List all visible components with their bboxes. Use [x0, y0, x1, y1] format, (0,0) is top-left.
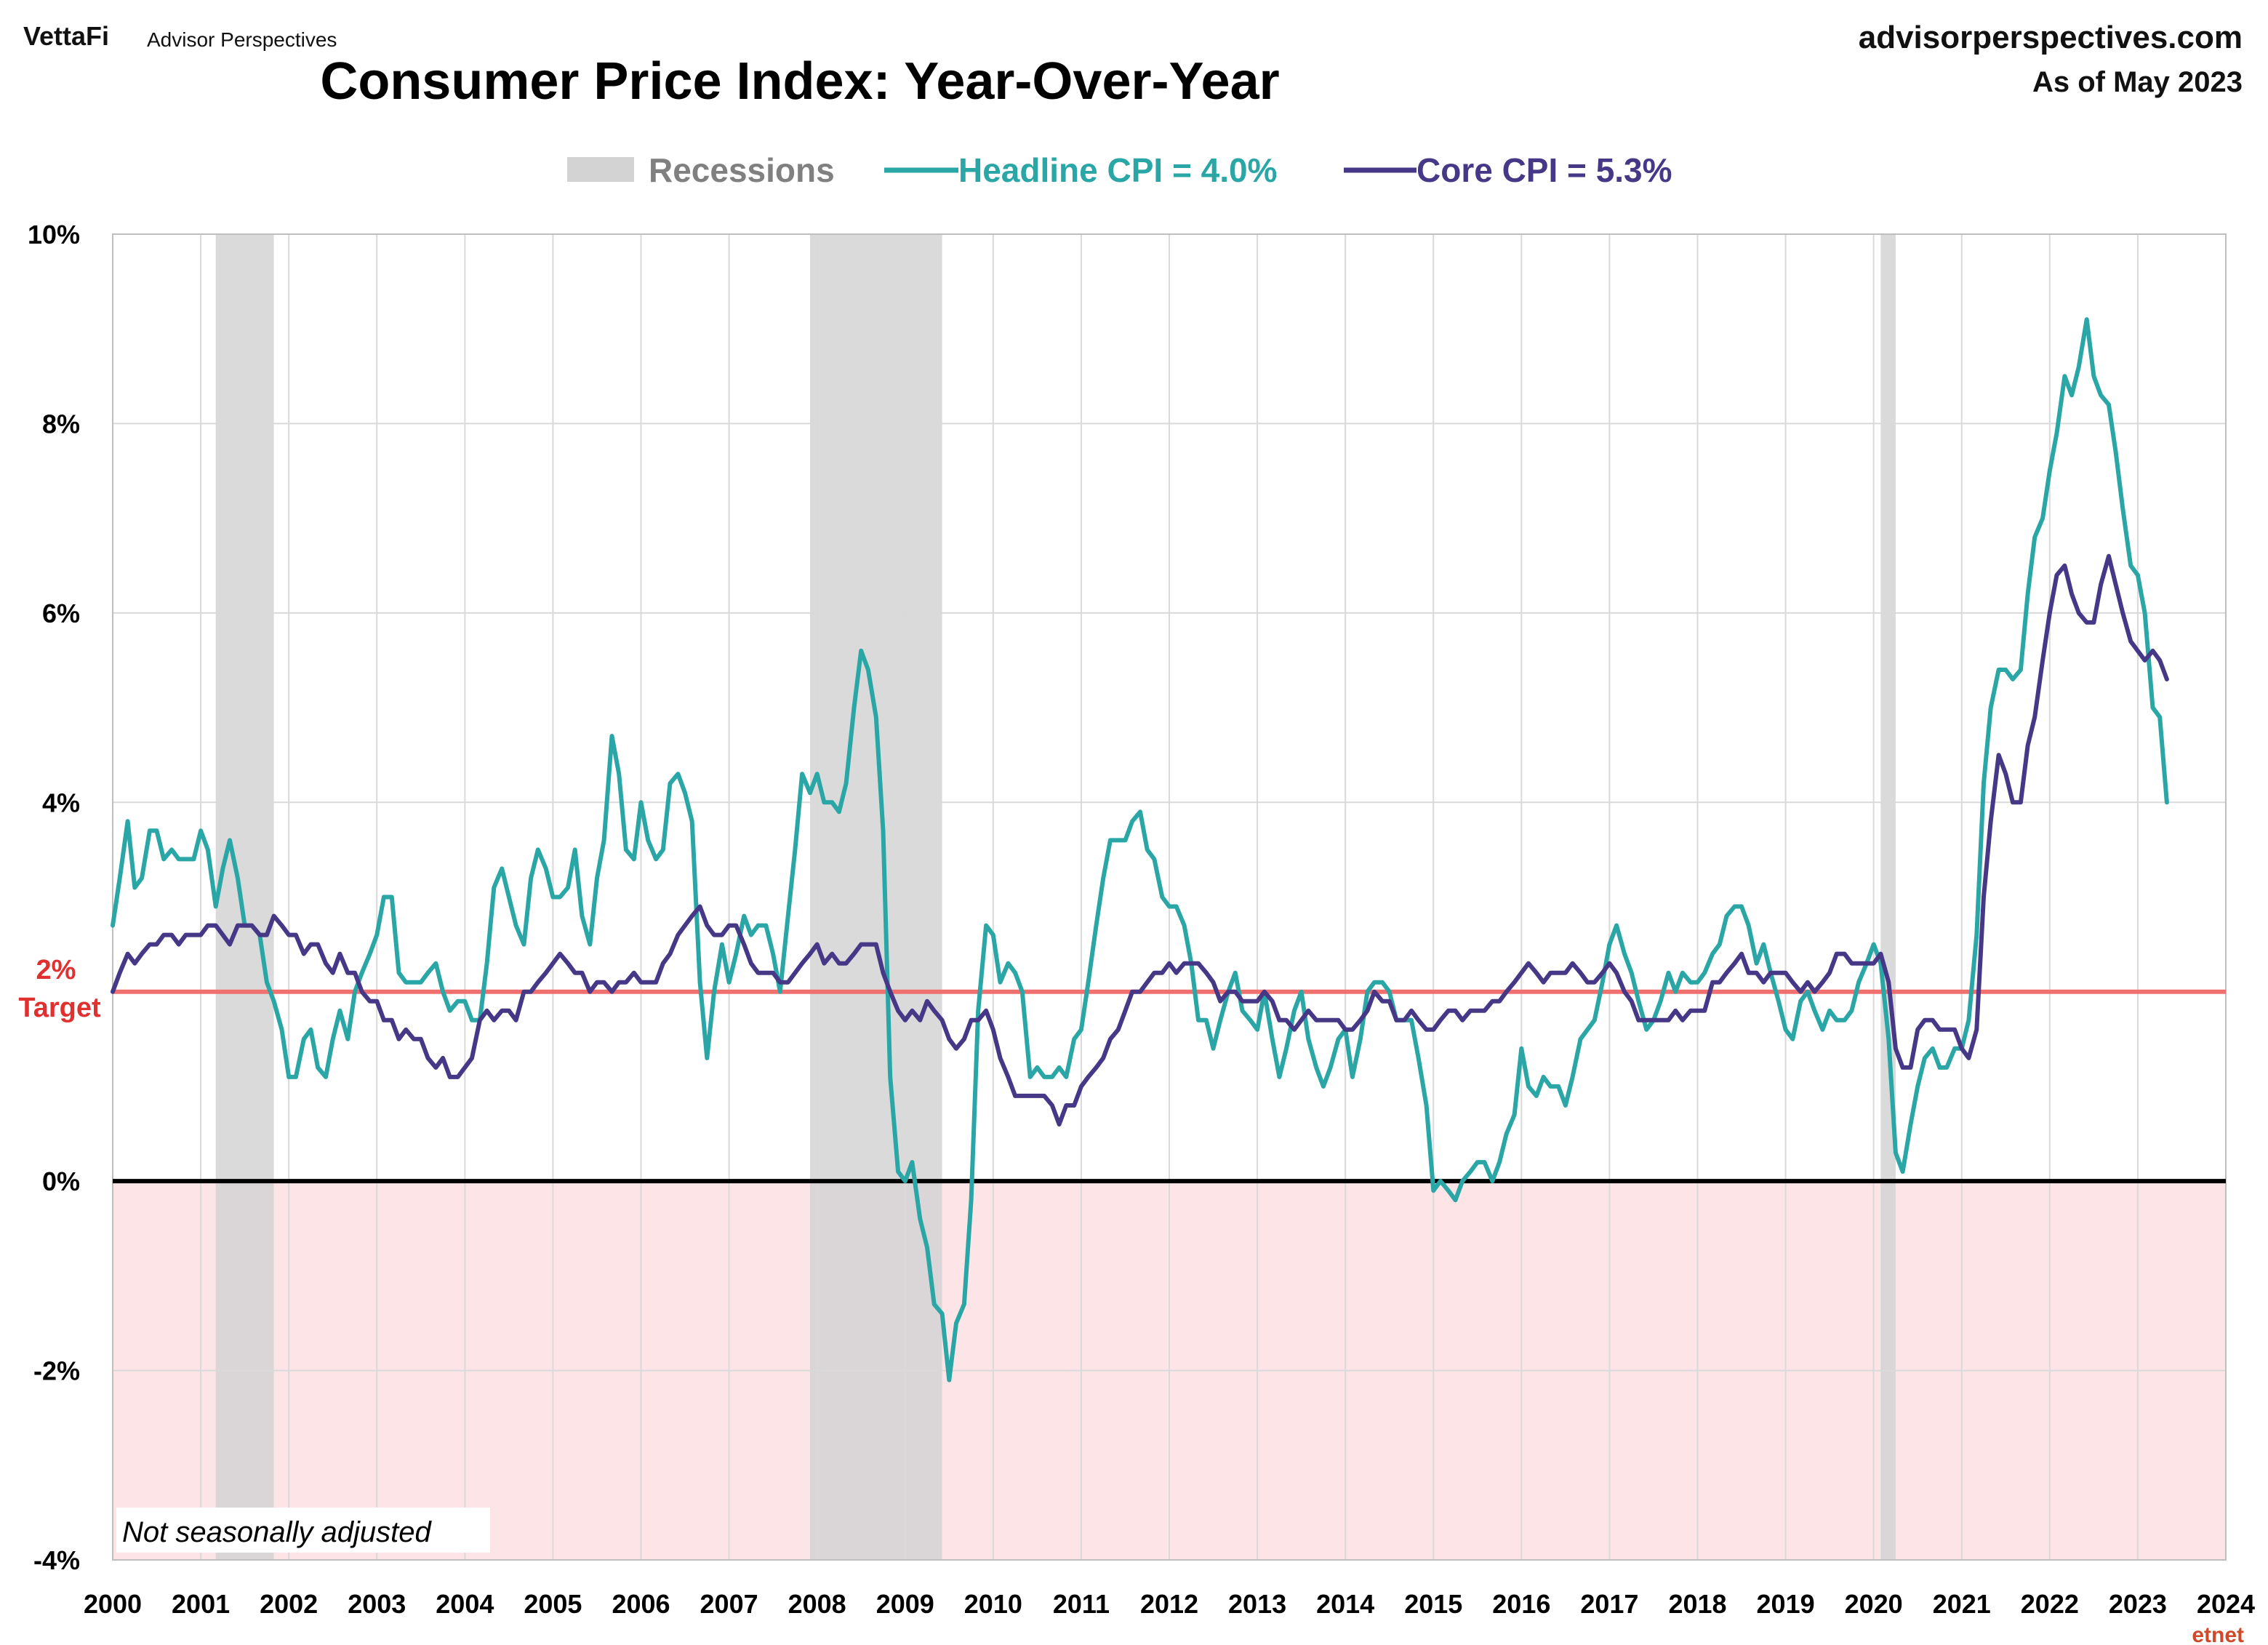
x-tick-label: 2016 [1492, 1589, 1550, 1619]
x-tick-label: 2023 [2109, 1589, 2167, 1619]
x-tick-label: 2018 [1668, 1589, 1726, 1619]
x-tick-label: 2014 [1316, 1589, 1374, 1619]
x-tick-label: 2012 [1140, 1589, 1198, 1619]
x-tick-label: 2015 [1404, 1589, 1462, 1619]
reference-lines [113, 989, 2226, 1184]
y-tick-label: 4% [42, 788, 80, 817]
x-tick-label: 2004 [436, 1589, 494, 1619]
x-tick-label: 2022 [2021, 1589, 2079, 1619]
plot-frame [112, 233, 2227, 1561]
y-tick-label: 6% [42, 599, 80, 628]
series-lines [111, 317, 2169, 1382]
as-of-date: As of May 2023 [2032, 66, 2243, 98]
series-line-headline [111, 317, 2169, 1382]
recession-band-3 [1880, 234, 1896, 1560]
x-tick-label: 2011 [1053, 1589, 1110, 1619]
brand-subtitle: Advisor Perspectives [147, 28, 337, 51]
x-tick-label: 2009 [876, 1589, 934, 1619]
x-tick-label: 2019 [1757, 1589, 1815, 1619]
y-tick-label: 0% [42, 1166, 80, 1196]
x-tick-label: 2013 [1228, 1589, 1286, 1619]
x-tick-label: 2010 [964, 1589, 1022, 1619]
legend-core-label: Core CPI = 5.3% [1417, 151, 1672, 189]
x-tick-label: 2017 [1580, 1589, 1638, 1619]
x-tick-label: 2007 [700, 1589, 758, 1619]
x-tick-label: 2003 [348, 1589, 406, 1619]
y-tick-label: 10% [28, 220, 80, 249]
brand-logo: VettaFi [23, 21, 109, 51]
site-url: advisorperspectives.com [1859, 20, 2243, 55]
chart-title: Consumer Price Index: Year-Over-Year [320, 52, 1279, 111]
y-axis-ticks: 10% 8% 6% 4% 0% -2% -4% [28, 220, 80, 1575]
x-tick-label: 2001 [172, 1589, 230, 1619]
x-tick-label: 2008 [788, 1589, 846, 1619]
recession-band-2 [809, 234, 942, 1560]
x-axis-ticks: 2000 2001 2002 2003 2004 2005 2006 2007 2008 2009… [84, 1589, 2255, 1619]
legend: Recessions Headline CPI = 4.0% Core CPI … [567, 151, 1672, 189]
y-tick-label: -4% [33, 1545, 80, 1575]
note-background [116, 1508, 490, 1553]
seasonal-note: Not seasonally adjusted [122, 1516, 432, 1548]
recession-band-1 [215, 234, 274, 1560]
x-tick-label: 2005 [524, 1589, 582, 1619]
x-tick-label: 2000 [84, 1589, 142, 1619]
x-tick-label: 2020 [1845, 1589, 1903, 1619]
series-line-core [111, 553, 2169, 1126]
legend-recessions-label: Recessions [649, 151, 835, 189]
legend-headline-label: Headline CPI = 4.0% [958, 151, 1277, 189]
x-tick-label: 2006 [612, 1589, 670, 1619]
watermark: etnet [2192, 1623, 2244, 1645]
recession-bands [215, 234, 1896, 1560]
y-tick-label: -2% [33, 1356, 80, 1386]
x-tick-label: 2024 [2197, 1589, 2255, 1619]
x-tick-label: 2021 [1933, 1589, 1991, 1619]
y-tick-label: 8% [42, 409, 80, 439]
target-label-value: 2% [36, 955, 76, 985]
target-label-text: Target [18, 993, 101, 1023]
legend-recessions-swatch [567, 157, 634, 182]
x-tick-label: 2002 [260, 1589, 318, 1619]
